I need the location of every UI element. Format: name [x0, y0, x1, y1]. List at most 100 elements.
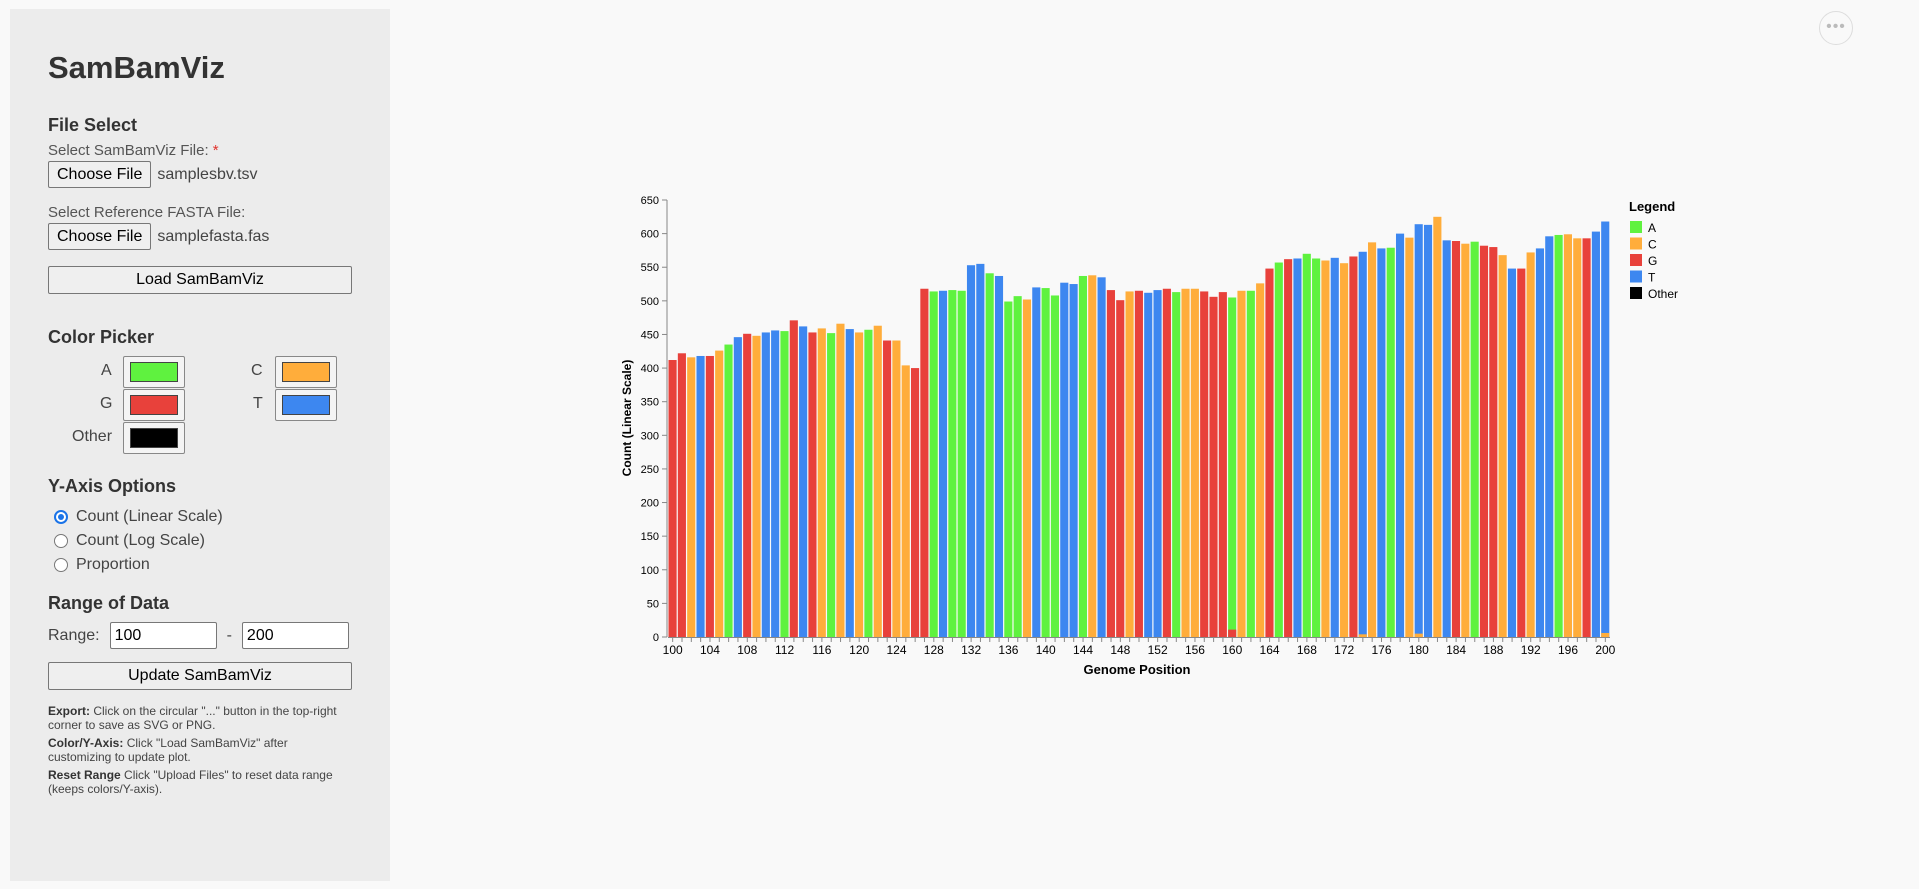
- y-tick-label: 100: [641, 565, 659, 577]
- legend-label: C: [1648, 238, 1657, 252]
- color-swatch-g[interactable]: [123, 389, 185, 421]
- minor-base-bar: [1601, 632, 1610, 637]
- bar: [836, 323, 845, 637]
- sbv-choose-file-button[interactable]: Choose File: [48, 161, 152, 188]
- help-color-y-title: Color/Y-Axis:: [48, 736, 124, 750]
- x-tick-label: 160: [1222, 643, 1242, 657]
- x-tick-label: 116: [812, 643, 831, 657]
- bar: [1181, 288, 1190, 637]
- y-tick-label: 50: [647, 598, 659, 610]
- bar: [994, 275, 1004, 637]
- color-swatch-c[interactable]: [275, 356, 337, 388]
- bar: [1246, 290, 1255, 637]
- bar: [1405, 237, 1414, 637]
- legend-label: A: [1648, 221, 1656, 235]
- radio-label-proportion: Proportion: [76, 556, 150, 573]
- bar: [1582, 238, 1591, 637]
- help-reset-title: Reset Range: [48, 768, 121, 782]
- x-tick-label: 184: [1446, 643, 1466, 657]
- more-options-button[interactable]: •••: [1819, 11, 1853, 45]
- radio-row-proportion[interactable]: Proportion: [48, 553, 352, 577]
- bar: [938, 290, 948, 637]
- color-swatch-a[interactable]: [123, 356, 185, 388]
- y-axis-radio-group: Count (Linear Scale) Count (Log Scale) P…: [48, 505, 352, 577]
- bar: [1153, 290, 1162, 637]
- bar: [808, 332, 817, 637]
- x-tick-label: 100: [663, 643, 683, 657]
- bar: [1563, 234, 1572, 637]
- fasta-file-row: Choose File samplefasta.fas: [48, 223, 352, 250]
- bar: [1228, 297, 1237, 637]
- help-reset-text: Click "Upload Files" to reset data range…: [48, 768, 333, 796]
- radio-row-linear[interactable]: Count (Linear Scale): [48, 505, 352, 529]
- bar: [948, 290, 957, 637]
- bar: [1293, 258, 1302, 637]
- bar: [1545, 236, 1554, 637]
- color-swatch-t[interactable]: [275, 389, 337, 421]
- color-swatch-other[interactable]: [123, 422, 185, 454]
- y-tick-label: 450: [641, 329, 659, 341]
- color-picker-title: Color Picker: [48, 327, 155, 347]
- bar: [1349, 256, 1358, 637]
- bar: [892, 340, 901, 637]
- legend-swatch: [1630, 270, 1642, 283]
- radio-log[interactable]: [54, 534, 68, 548]
- x-tick-label: 132: [961, 643, 981, 657]
- sbv-file-label: Select SamBamViz File: *: [48, 142, 352, 159]
- bar: [1517, 268, 1526, 637]
- bar: [817, 328, 826, 637]
- bar: [1116, 300, 1125, 637]
- bar: [1274, 262, 1283, 637]
- y-axis-label: Count (Linear Scale): [620, 360, 634, 477]
- bar: [910, 368, 920, 637]
- minor-base-bar: [1228, 629, 1237, 637]
- y-tick-label: 350: [641, 397, 659, 409]
- x-tick-label: 176: [1371, 643, 1391, 657]
- bar: [733, 337, 742, 637]
- help-section: Export: Click on the circular "..." butt…: [48, 704, 352, 796]
- bar: [1321, 260, 1330, 637]
- radio-row-log[interactable]: Count (Log Scale): [48, 529, 352, 553]
- minor-base-bar: [1414, 633, 1423, 637]
- fasta-choose-file-button[interactable]: Choose File: [48, 223, 152, 250]
- bar: [1125, 291, 1134, 637]
- radio-proportion[interactable]: [54, 558, 68, 572]
- bar: [1134, 290, 1143, 637]
- y-tick-label: 650: [641, 195, 659, 207]
- bar: [901, 365, 910, 637]
- x-tick-label: 112: [775, 643, 794, 657]
- bar: [1078, 275, 1088, 637]
- bar: [1423, 224, 1433, 638]
- bar: [929, 291, 938, 637]
- bar: [789, 320, 798, 637]
- bar: [1041, 288, 1050, 637]
- file-select-title: File Select: [48, 115, 138, 135]
- range-to-input[interactable]: [241, 622, 349, 649]
- bar: [1451, 241, 1461, 637]
- minor-base-bar: [1358, 634, 1367, 637]
- sidebar: SamBamViz File Select Select SamBamViz F…: [10, 9, 390, 881]
- bar: [985, 273, 994, 637]
- range-from-input[interactable]: [109, 622, 217, 649]
- y-tick-label: 0: [653, 632, 659, 644]
- bar: [696, 355, 705, 637]
- bar: [1050, 295, 1060, 637]
- x-tick-label: 180: [1409, 643, 1429, 657]
- bar: [780, 331, 789, 637]
- bar: [1386, 247, 1395, 638]
- load-sambamviz-button[interactable]: Load SamBamViz: [48, 266, 352, 294]
- legend-swatch: [1630, 237, 1642, 250]
- bar: [1004, 301, 1013, 637]
- range-label: Range:: [48, 626, 100, 644]
- bar: [1573, 238, 1582, 637]
- bar: [1526, 252, 1535, 637]
- help-color-y: Color/Y-Axis: Click "Load SamBamViz" aft…: [48, 736, 348, 764]
- bar: [1060, 282, 1069, 637]
- bar: [827, 333, 836, 637]
- legend-swatch: [1630, 287, 1642, 299]
- color-label-c: C: [251, 362, 263, 379]
- bar: [761, 332, 770, 637]
- radio-linear[interactable]: [54, 510, 68, 524]
- bar: [855, 332, 864, 637]
- update-sambamviz-button[interactable]: Update SamBamViz: [48, 662, 352, 690]
